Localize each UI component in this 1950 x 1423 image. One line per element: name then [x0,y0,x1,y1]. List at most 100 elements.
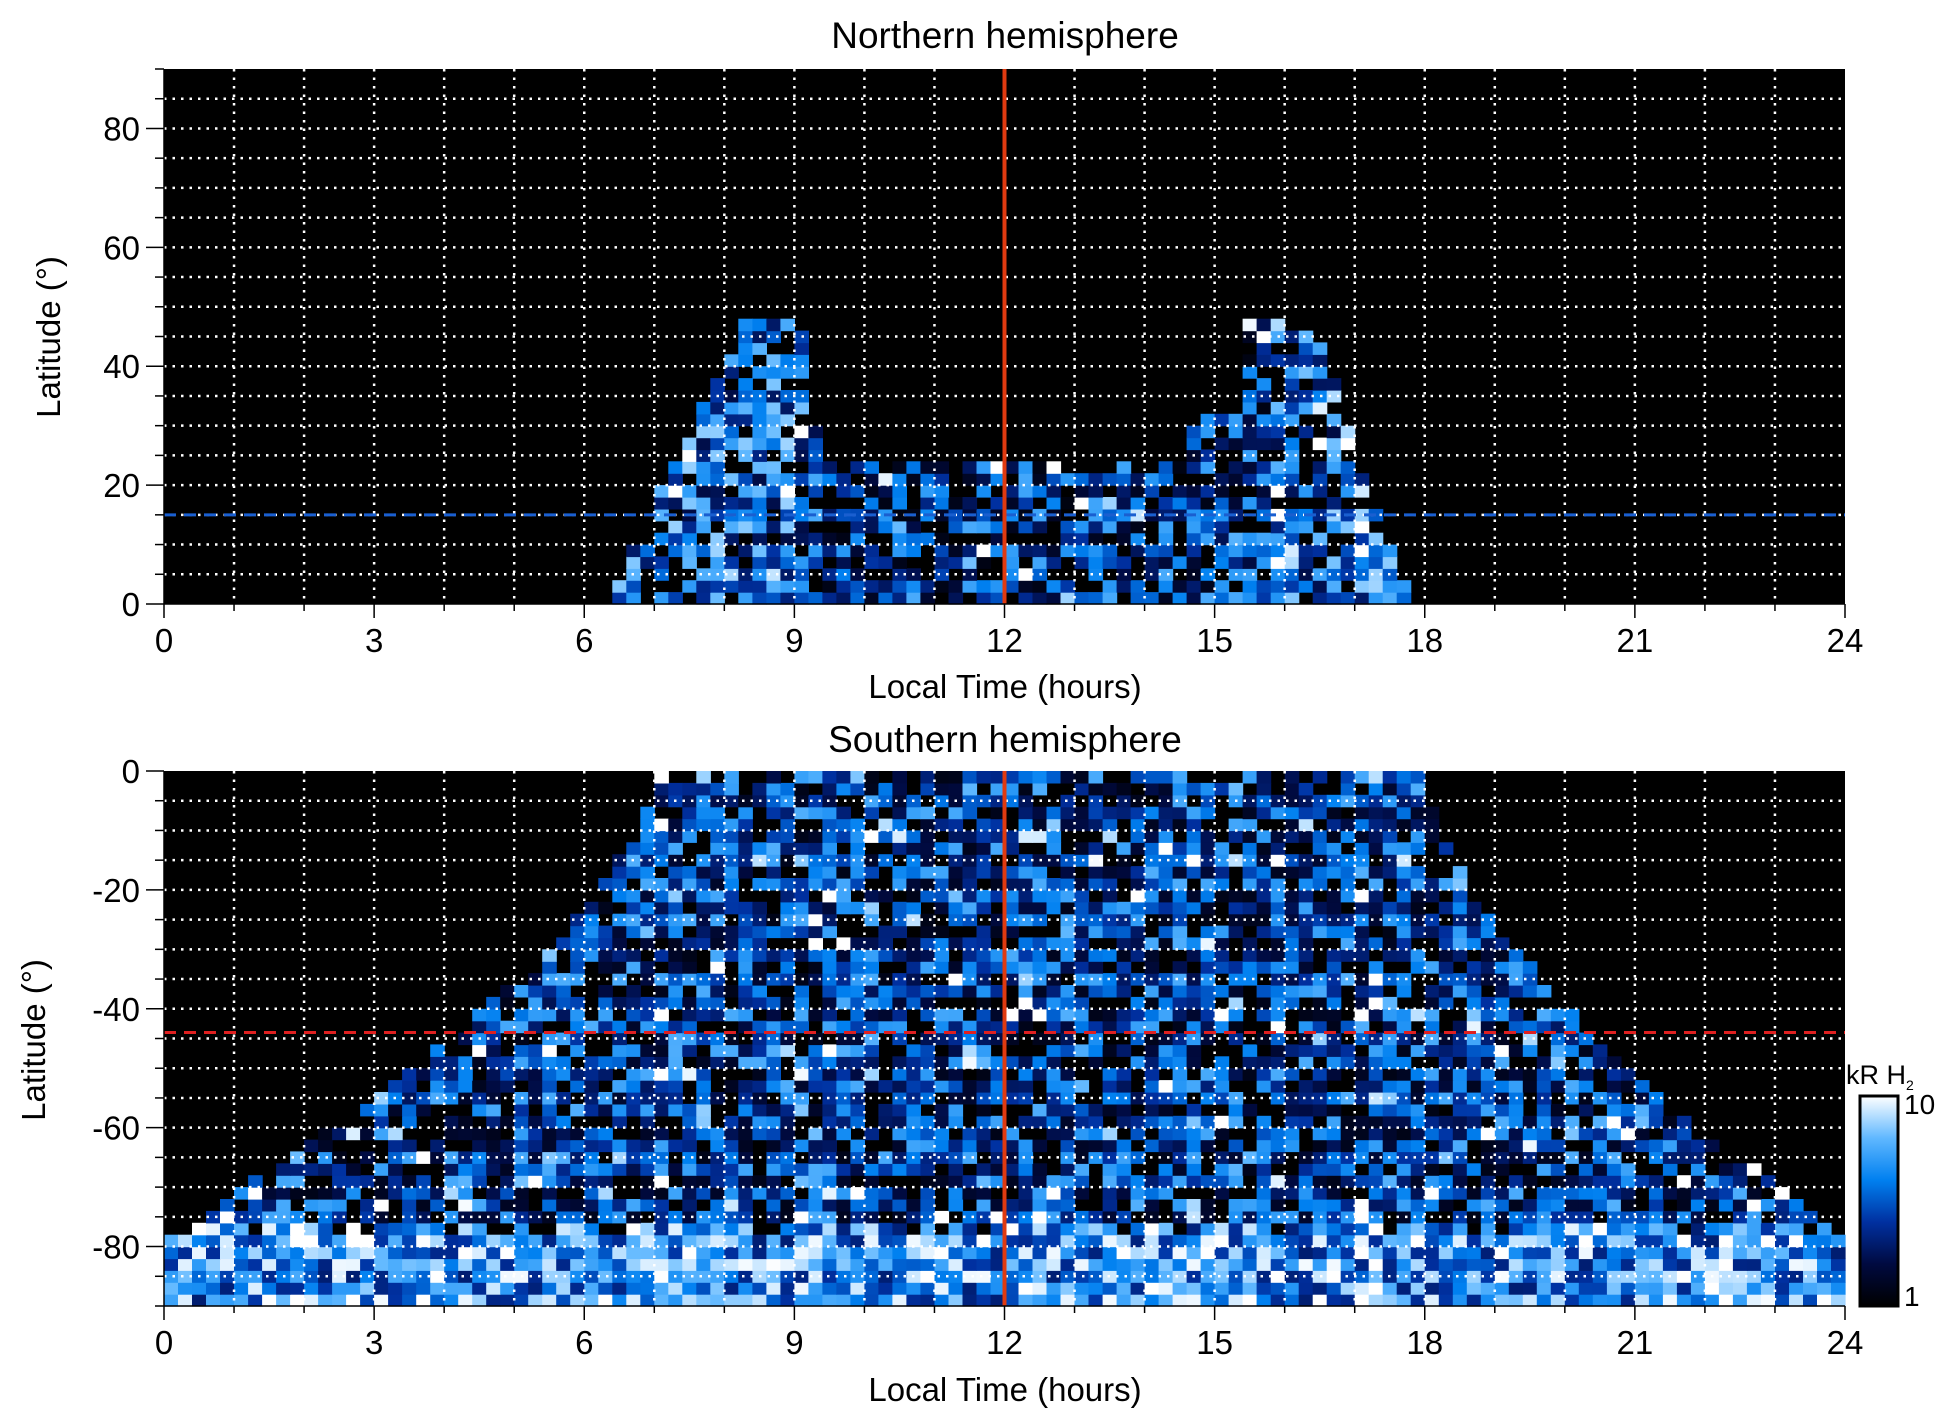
heatmap-cell [1270,806,1286,820]
heatmap-cell [1382,592,1398,605]
heatmap-cell [780,1115,795,1129]
heatmap-cell [724,1127,739,1141]
heatmap-cell [1494,937,1510,950]
heatmap-cell [1130,806,1146,820]
heatmap-cell [1368,889,1384,903]
heatmap-cell [318,1163,333,1176]
heatmap-cell [920,485,935,498]
heatmap-cell [1704,1246,1720,1260]
heatmap-cell [1018,580,1034,593]
heatmap-cell [1354,1282,1370,1295]
heatmap-cell [1200,806,1216,820]
heatmap-cell [724,1270,739,1283]
heatmap-cell [1116,1282,1132,1295]
heatmap-cell [752,556,767,569]
heatmap-cell [1522,1127,1538,1141]
heatmap-cell [542,1234,557,1248]
heatmap-cell [626,1163,641,1176]
heatmap-cell [626,1246,641,1260]
heatmap-cell [1732,1175,1748,1188]
heatmap-cell [738,568,753,581]
heatmap-cell [1214,985,1230,998]
heatmap-cell [402,1234,417,1248]
heatmap-cell [906,1056,921,1069]
heatmap-cell [990,1056,1006,1069]
heatmap-cell [1382,771,1398,784]
heatmap-cell [1046,461,1062,474]
heatmap-cell [570,1068,585,1081]
heatmap-cell [836,580,851,593]
heatmap-cell [976,1294,992,1307]
heatmap-cell [1186,520,1202,534]
heatmap-cell [1102,985,1118,998]
heatmap-cell [1116,508,1132,522]
heatmap-cell [794,830,809,843]
heatmap-cell [1326,1246,1342,1260]
heatmap-cell [500,985,515,998]
heatmap-cell [962,985,978,998]
heatmap-cell [780,437,795,451]
heatmap-cell [612,1258,627,1271]
heatmap-cell [1242,1199,1258,1212]
heatmap-cell [794,901,809,915]
heatmap-cell [206,1222,221,1236]
heatmap-cell [1789,1258,1804,1271]
heatmap-cell [1256,889,1272,903]
heatmap-cell [1018,1163,1034,1176]
heatmap-cell [976,1115,992,1129]
heatmap-cell [752,425,767,439]
heatmap-cell [318,1139,333,1153]
heatmap-cell [1046,1080,1062,1093]
heatmap-cell [1592,1258,1608,1271]
heatmap-cell [1382,1199,1398,1212]
heatmap-cell [1186,842,1202,855]
heatmap-cell [1088,794,1104,808]
heatmap-cell [1088,771,1104,784]
heatmap-cell [1102,901,1118,915]
heatmap-cell [1340,1294,1356,1307]
heatmap-cell [724,794,739,808]
heatmap-cell [1368,592,1384,605]
heatmap-cell [1060,1032,1076,1046]
heatmap-cell [780,580,795,593]
heatmap-cell [1298,1222,1314,1236]
heatmap-cell [1326,592,1342,605]
heatmap-cell [836,901,851,915]
heatmap-cell [710,580,725,593]
heatmap-cell [920,580,935,593]
heatmap-cell [1592,1092,1608,1105]
heatmap-cell [1256,1139,1272,1153]
heatmap-cell [1676,1139,1692,1153]
heatmap-cell [1368,973,1384,986]
heatmap-cell [1018,949,1034,962]
heatmap-cell [892,878,907,891]
heatmap-cell [1732,1187,1748,1200]
heatmap-cell [808,866,823,879]
heatmap-cell [1326,973,1342,986]
heatmap-cell [1326,1020,1342,1034]
heatmap-cell [1382,806,1398,820]
heatmap-cell [1032,1294,1048,1307]
heatmap-cell [1130,901,1146,915]
heatmap-cell [626,592,641,605]
heatmap-cell [1620,1127,1636,1141]
heatmap-cell [1046,1056,1062,1069]
heatmap-cell [1046,889,1062,903]
heatmap-cell [906,1258,921,1271]
heatmap-cell [570,1222,585,1236]
heatmap-cell [710,473,725,486]
heatmap-cell [948,544,964,558]
heatmap-cell [514,1294,529,1307]
heatmap-cell [1354,806,1370,820]
heatmap-cell [584,1282,599,1295]
heatmap-cell [1662,1163,1678,1176]
heatmap-cell [1284,937,1300,950]
heatmap-cell [1060,1103,1076,1117]
heatmap-cell [1102,1258,1118,1271]
heatmap-cell [906,592,921,605]
heatmap-cell [822,973,837,986]
heatmap-cell [318,1234,333,1248]
heatmap-cell [990,949,1006,962]
heatmap-cell [794,437,809,451]
x-tick-label: 3 [365,1324,383,1361]
